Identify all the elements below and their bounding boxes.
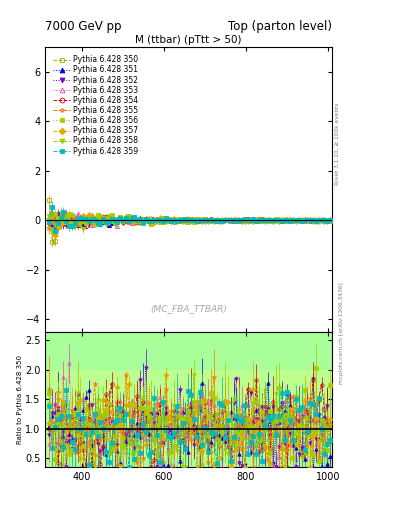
Bar	[45, 331, 332, 467]
Legend: Pythia 6.428 350, Pythia 6.428 351, Pythia 6.428 352, Pythia 6.428 353, Pythia 6: Pythia 6.428 350, Pythia 6.428 351, Pyth…	[52, 54, 140, 157]
Y-axis label: Ratio to Pythia 6.428 350: Ratio to Pythia 6.428 350	[17, 355, 24, 444]
Text: mcplots.cern.ch [arXiv:1306.3436]: mcplots.cern.ch [arXiv:1306.3436]	[339, 282, 344, 383]
Text: 7000 GeV pp: 7000 GeV pp	[45, 20, 122, 33]
Text: Top (parton level): Top (parton level)	[228, 20, 332, 33]
Bar	[45, 370, 332, 458]
Title: M (ttbar) (pTtt > 50): M (ttbar) (pTtt > 50)	[136, 35, 242, 45]
Text: Rivet 3.1.10, ≥ 100k events: Rivet 3.1.10, ≥ 100k events	[335, 102, 340, 185]
Text: (MC_FBA_TTBAR): (MC_FBA_TTBAR)	[150, 304, 227, 313]
